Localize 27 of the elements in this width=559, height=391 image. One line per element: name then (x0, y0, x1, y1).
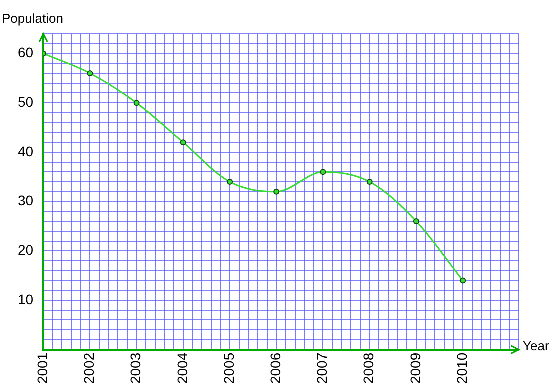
x-axis-title: Year (523, 338, 550, 354)
point (227, 179, 234, 186)
x-tick-label: 2009 (407, 352, 424, 384)
x-tick-label: 2007 (314, 352, 330, 384)
x-tick-label: 2005 (220, 352, 237, 384)
x-tick-label: 2002 (81, 352, 98, 384)
x-tick-label: 2006 (267, 352, 284, 384)
y-tick-label: 20 (18, 242, 34, 258)
point (180, 140, 186, 146)
y-tick-label: 60 (18, 44, 34, 61)
point (274, 188, 280, 195)
y-axis-title: Population (2, 11, 64, 26)
point (460, 278, 466, 284)
y-tick-label: 40 (18, 143, 34, 160)
y-tick-label: 50 (18, 94, 34, 110)
point (320, 169, 326, 176)
x-tick-label: 2003 (128, 352, 144, 384)
x-tick-label: 2004 (174, 352, 190, 384)
x-tick-label: 2008 (360, 352, 377, 384)
x-tick-label: 2001 (34, 352, 50, 384)
point (366, 179, 373, 186)
y-tick-label: 30 (18, 192, 34, 209)
point (413, 218, 420, 225)
x-tick-label: 2010 (454, 352, 470, 384)
point (87, 70, 94, 76)
point (134, 100, 140, 106)
y-tick-label: 10 (18, 291, 34, 308)
